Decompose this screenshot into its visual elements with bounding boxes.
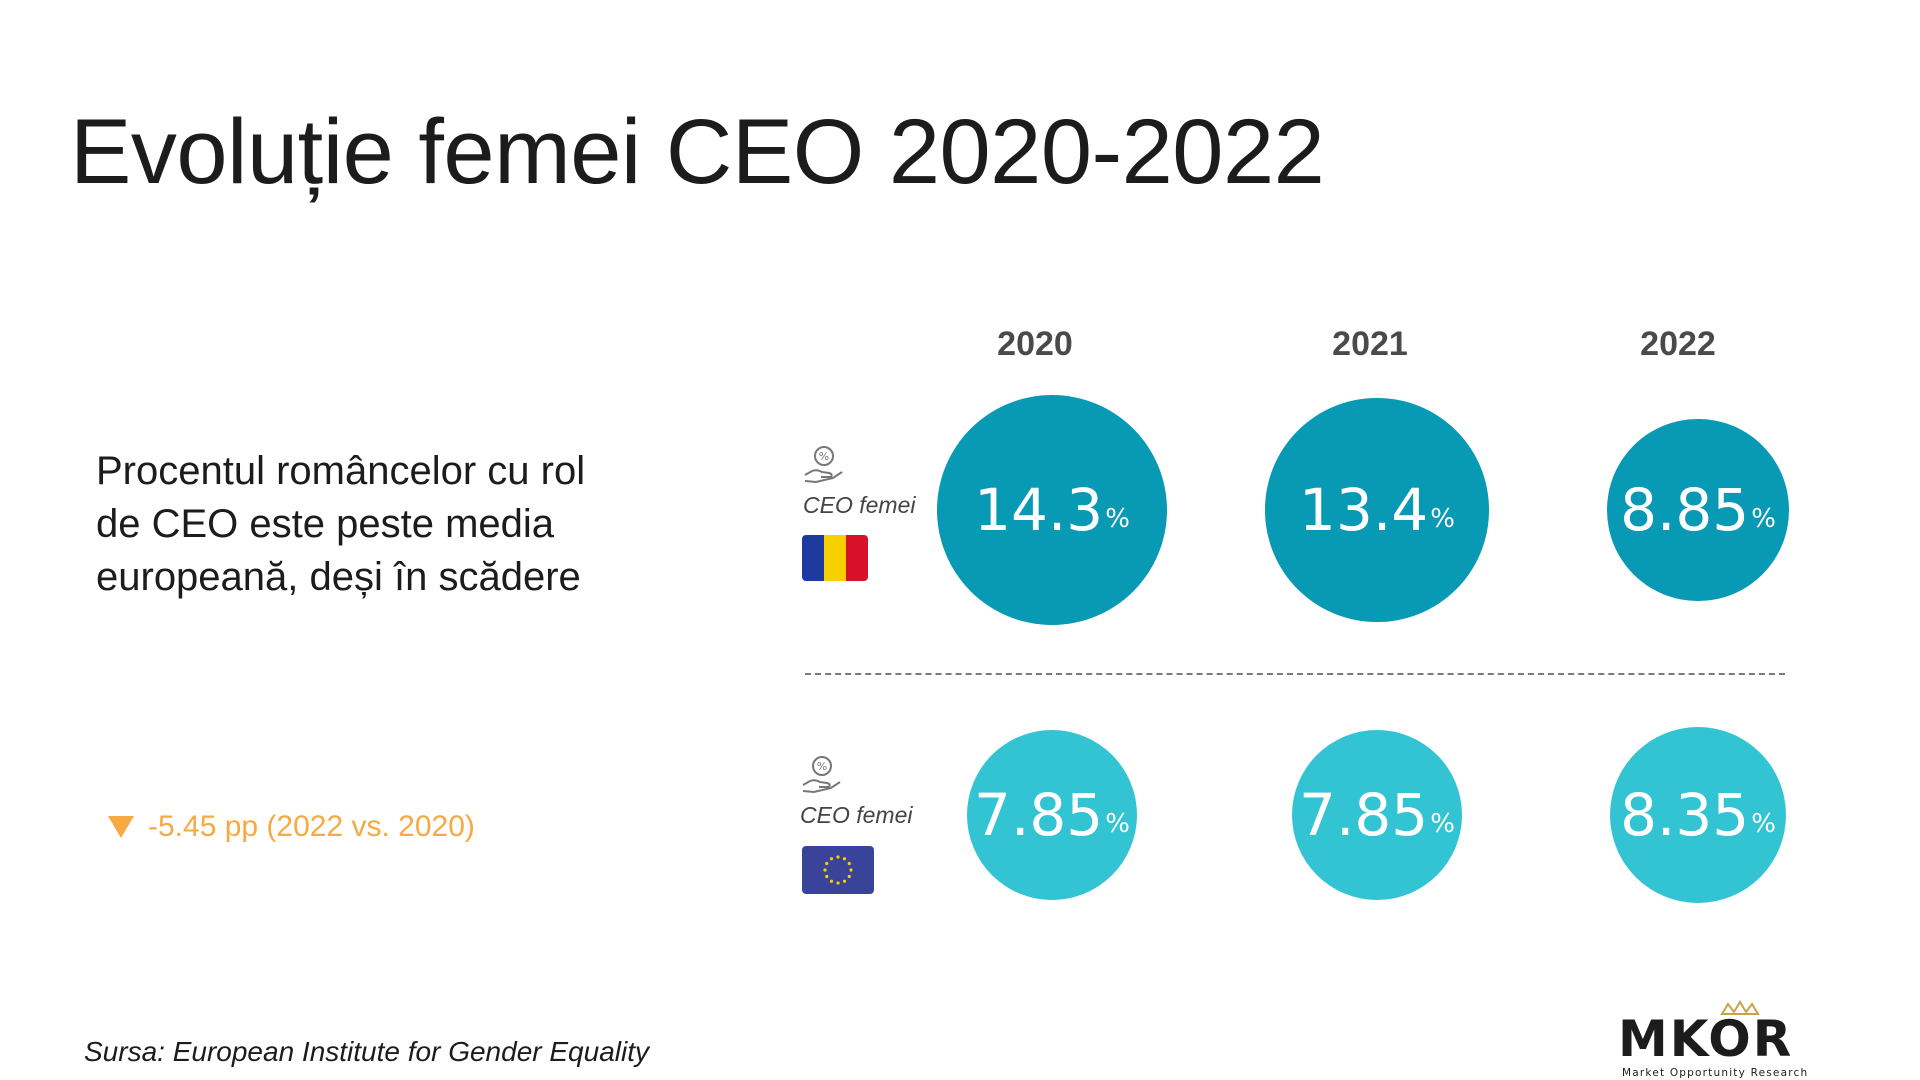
svg-text:%: % [819,450,829,463]
eu-flag-icon [802,846,874,894]
year-label-2020: 2020 [997,325,1073,363]
year-label-2022: 2022 [1640,325,1716,363]
svg-text:%: % [817,760,827,773]
percent-sign: % [1430,503,1455,534]
logo-wordmark: MKOR [1618,1010,1793,1068]
bubble-value: 8.35 [1620,780,1750,849]
delta-indicator: -5.45 pp (2022 vs. 2020) [108,810,475,844]
bubble-value: 14.3 [974,475,1104,544]
page-title: Evoluție femei CEO 2020-2022 [70,101,1325,203]
bubble-romania-2020: 14.3% [936,394,1168,626]
down-triangle-icon [108,816,134,838]
summary-text: Procentul româncelor cu rol de CEO este … [96,449,586,599]
hand-percent-icon: % [802,756,841,794]
bubble-romania-2021: 13.4% [1265,398,1489,622]
percent-sign: % [1751,808,1776,839]
row-label-romania: CEO femei [803,492,916,518]
bubble-europe-2021: 7.85% [1291,729,1463,901]
row-label-europe: CEO femei [800,802,913,828]
percent-sign: % [1430,808,1455,839]
bubble-europe-2020: 7.85% [966,729,1138,901]
bubble-romania-2022: 8.85% [1607,419,1789,601]
percent-sign: % [1105,808,1130,839]
bubble-europe-2022: 8.35% [1609,726,1787,904]
year-label-2021: 2021 [1332,325,1408,363]
bubble-value: 8.85 [1620,475,1750,544]
percent-sign: % [1105,503,1130,534]
hand-percent-icon: % [804,446,843,484]
romania-flag-icon [802,535,868,581]
percent-sign: % [1751,503,1776,534]
source-note: Sursa: European Institute for Gender Equ… [84,1036,649,1067]
bubble-value: 13.4 [1299,475,1429,544]
bubble-value: 7.85 [1299,780,1429,849]
delta-text: -5.45 pp (2022 vs. 2020) [148,810,475,843]
mkor-logo: MKOR Market Opportunity Research [1618,1000,1808,1079]
logo-tagline: Market Opportunity Research [1622,1067,1808,1079]
row-divider [805,673,1785,675]
bubble-value: 7.85 [974,780,1104,849]
